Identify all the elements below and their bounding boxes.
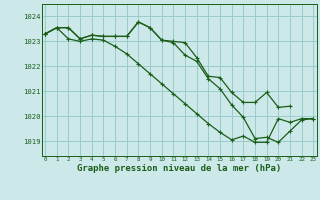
X-axis label: Graphe pression niveau de la mer (hPa): Graphe pression niveau de la mer (hPa) bbox=[77, 164, 281, 173]
